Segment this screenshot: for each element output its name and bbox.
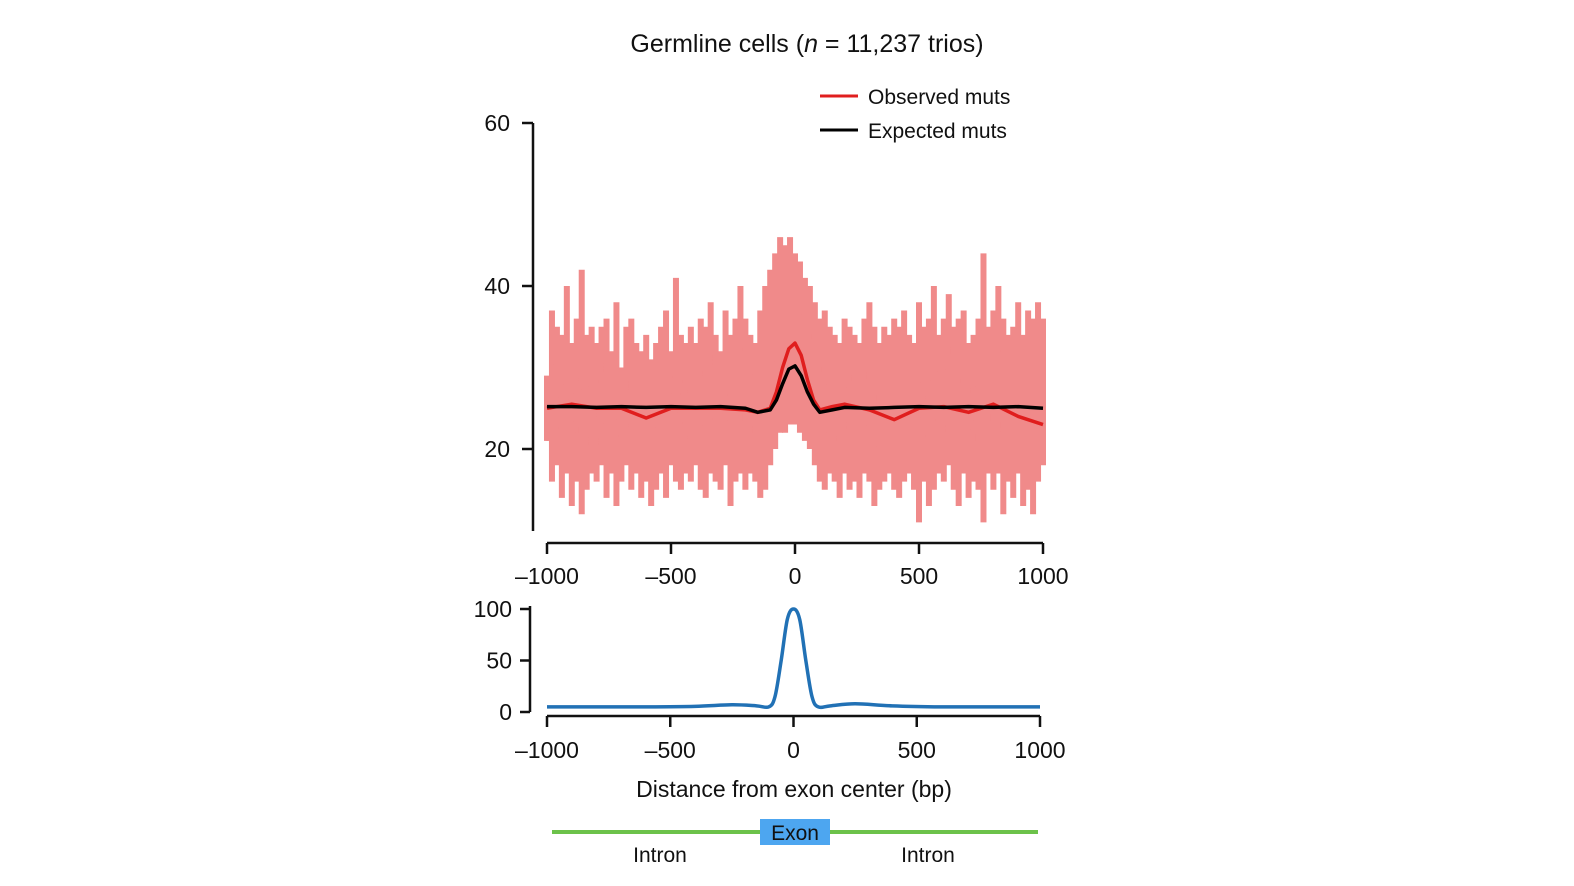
x-tick-label: –1000 [515,563,579,589]
x-tick-label: 500 [898,737,936,763]
x-axis-label: Distance from exon center (bp) [636,776,952,802]
observed-raw-line [545,298,1045,454]
top-plot: 20 40 60 –1000 –500 0 500 1000 [484,110,1068,589]
y-tick-label: 0 [499,699,512,725]
y-tick-label: 50 [486,648,512,674]
x-tick-label: 1000 [1017,563,1068,589]
x-tick-label: 0 [789,563,802,589]
exon-label: Exon [771,822,819,845]
exon-coverage-line [547,607,1040,710]
bottom-plot: 0 50 100 –1000 –500 0 500 1000 [474,596,1066,763]
intron-label-right: Intron [901,844,955,867]
legend-label-observed: Observed muts [868,86,1010,109]
x-tick-label: –1000 [515,737,579,763]
x-tick-label: –500 [645,737,696,763]
y-tick-label: 100 [474,596,512,622]
x-tick-label: 1000 [1014,737,1065,763]
y-tick-label: 20 [484,436,510,462]
intron-label-left: Intron [633,844,687,867]
legend-label-expected: Expected muts [868,120,1007,143]
y-tick-label: 40 [484,273,510,299]
x-tick-label: 500 [900,563,938,589]
y-tick-label: 60 [484,110,510,136]
exon-box [760,819,830,845]
chart-title: Germline cells (n = 11,237 trios) [630,30,983,58]
expected-line [547,364,1044,415]
gene-diagram: Exon Intron Intron [552,819,1038,867]
legend: Observed muts Expected muts [820,86,1010,143]
x-tick-label: –500 [645,563,696,589]
x-tick-label: 0 [787,737,800,763]
